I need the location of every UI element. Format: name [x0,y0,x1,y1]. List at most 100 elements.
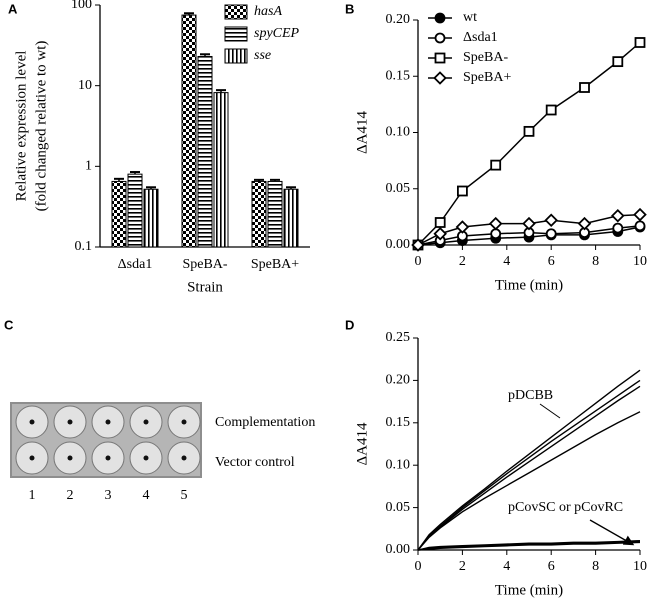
marker [523,125,535,137]
column-label: 2 [67,488,74,503]
x-tick-label: 6 [548,559,555,574]
panel-label: A [8,1,18,16]
legend-label: SpeBA- [463,50,508,65]
x-tick-label: 2 [459,559,466,574]
well-center [105,455,111,461]
marker [490,228,502,240]
y-tick-label: 0.15 [386,415,411,430]
series-line [417,369,641,551]
marker [433,226,447,241]
bar [127,173,143,248]
x-tick-label: 10 [633,254,647,269]
marker [434,217,446,228]
well-center [143,455,149,461]
marker [611,208,625,223]
x-tick-label: SpeBA- [182,257,227,272]
marker [433,71,447,85]
y-tick-label: 0.10 [386,457,411,472]
y-axis-label: ΔA414 [354,111,370,154]
y-tick-label: 1 [85,159,92,174]
marker [488,216,503,231]
y-tick-label: 0.1 [75,239,93,254]
marker [434,52,446,64]
marker [634,220,646,232]
annotation: pDCBB [508,388,553,403]
x-tick-label: 0 [415,559,422,574]
well-center [29,419,35,425]
annotation: pCovSC or pCovRC [508,500,623,515]
well-center [67,419,73,425]
x-tick-label: 6 [548,254,555,269]
marker [434,12,446,24]
series-line [417,540,641,551]
x-tick-label: 10 [633,559,647,574]
y-tick-label: 100 [71,0,92,12]
row-label: Vector control [215,455,295,470]
legend-label: spyCEP [254,26,300,41]
series-line [417,385,641,551]
x-axis-label: Time (min) [495,582,563,598]
bar [267,180,283,248]
well-center [29,455,35,461]
legend-label: SpeBA+ [463,70,511,85]
series-line [417,539,641,551]
series-line [417,411,641,551]
legend-label: wt [463,10,477,25]
bar [251,180,267,248]
x-tick-label: SpeBA+ [251,257,299,272]
legend-swatch [224,4,248,20]
bar [111,180,127,248]
marker [634,37,646,48]
annotation-arrow [589,519,635,546]
panel-label: B [345,1,354,16]
marker [612,56,624,68]
y-tick-label: 0.25 [386,330,411,345]
marker [544,213,558,228]
x-tick-label: 0 [415,254,422,269]
x-tick-label: 2 [459,254,466,269]
x-axis-label: Time (min) [495,277,563,293]
marker [545,228,557,240]
x-tick-label: 4 [503,254,510,269]
x-tick-label: 4 [503,559,510,574]
marker [411,238,425,252]
legend-swatch [224,48,248,64]
bar [181,14,197,248]
x-tick-label: 8 [592,254,599,269]
well-center [181,419,187,425]
marker [545,104,557,116]
x-axis-label: Strain [187,279,223,295]
well-center [143,419,149,425]
bar [197,55,213,248]
y-tick-label: 0.00 [386,237,411,252]
series-line [417,379,641,551]
y-axis-label: (fold changed relative to wt) [33,41,49,212]
legend-label: sse [254,48,271,63]
column-label: 4 [143,488,150,503]
well-center [181,455,187,461]
series-line [417,41,641,246]
column-label: 5 [181,488,188,503]
y-tick-label: 10 [78,78,92,93]
marker [522,216,536,231]
marker [490,159,502,171]
well-center [67,455,73,461]
marker [456,185,468,197]
legend-swatch [224,26,248,42]
y-tick-label: 0.05 [386,500,411,515]
x-tick-label: 8 [592,559,599,574]
y-axis-label: Relative expression level [13,51,29,202]
y-tick-label: 0.20 [386,373,411,388]
marker [434,32,446,44]
annotation-arrow [539,403,561,419]
bar [283,188,299,248]
panel-label: C [4,317,14,332]
column-label: 1 [29,488,36,503]
y-tick-label: 0.00 [386,542,411,557]
legend-label: Δsda1 [463,30,498,45]
marker [579,82,590,93]
panel-label: D [345,317,354,332]
series-line [417,541,641,551]
